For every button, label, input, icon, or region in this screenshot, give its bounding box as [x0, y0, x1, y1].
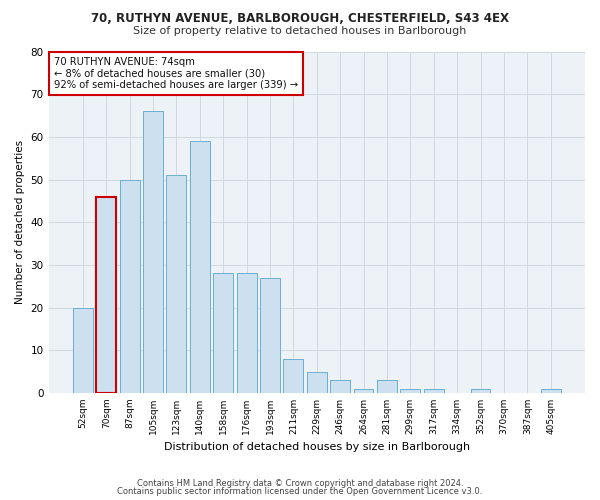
Bar	[166, 176, 187, 393]
Bar	[143, 112, 163, 393]
Bar	[283, 359, 304, 393]
Bar	[470, 388, 490, 393]
Text: 70 RUTHYN AVENUE: 74sqm
← 8% of detached houses are smaller (30)
92% of semi-det: 70 RUTHYN AVENUE: 74sqm ← 8% of detached…	[54, 56, 298, 90]
Bar	[353, 388, 373, 393]
Bar	[307, 372, 327, 393]
Bar	[541, 388, 560, 393]
Bar	[120, 180, 140, 393]
Bar	[377, 380, 397, 393]
Bar	[330, 380, 350, 393]
X-axis label: Distribution of detached houses by size in Barlborough: Distribution of detached houses by size …	[164, 442, 470, 452]
Y-axis label: Number of detached properties: Number of detached properties	[15, 140, 25, 304]
Bar	[73, 308, 93, 393]
Text: Size of property relative to detached houses in Barlborough: Size of property relative to detached ho…	[133, 26, 467, 36]
Text: Contains HM Land Registry data © Crown copyright and database right 2024.: Contains HM Land Registry data © Crown c…	[137, 478, 463, 488]
Bar	[400, 388, 420, 393]
Text: 70, RUTHYN AVENUE, BARLBOROUGH, CHESTERFIELD, S43 4EX: 70, RUTHYN AVENUE, BARLBOROUGH, CHESTERF…	[91, 12, 509, 26]
Text: Contains public sector information licensed under the Open Government Licence v3: Contains public sector information licen…	[118, 487, 482, 496]
Bar	[97, 196, 116, 393]
Bar	[260, 278, 280, 393]
Bar	[236, 274, 257, 393]
Bar	[213, 274, 233, 393]
Bar	[424, 388, 443, 393]
Bar	[190, 141, 210, 393]
